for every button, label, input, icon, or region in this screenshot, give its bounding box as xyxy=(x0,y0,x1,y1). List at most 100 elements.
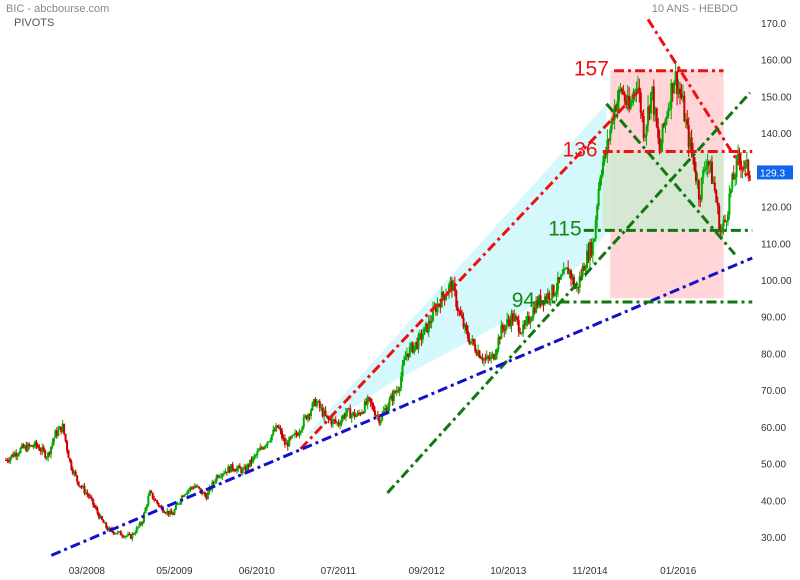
candle-body xyxy=(384,408,387,411)
candle-body xyxy=(328,419,331,421)
candle-body xyxy=(96,508,99,514)
candle-body xyxy=(676,71,679,95)
candle-body xyxy=(73,471,76,474)
candle-body xyxy=(523,324,526,326)
y-axis: 30.00 40.00 50.00 60.00 70.00 80.00 90.00 100.0… xyxy=(761,19,792,544)
candle-body xyxy=(710,161,713,184)
candle-body xyxy=(301,427,304,431)
candle-body xyxy=(459,311,462,316)
candle-body xyxy=(471,338,474,342)
pivot-lines-layer xyxy=(538,69,753,304)
candle-body xyxy=(495,349,498,355)
candle-body xyxy=(87,494,90,497)
candle-body xyxy=(619,88,622,90)
candle-body xyxy=(199,488,202,490)
candle-body xyxy=(570,270,573,280)
candle-body xyxy=(522,324,525,333)
candle-body xyxy=(355,415,358,418)
candle-body xyxy=(299,430,302,433)
candle-body xyxy=(202,492,205,495)
candle-body xyxy=(16,454,19,457)
candle-body xyxy=(189,487,192,490)
x-tick-label: 10/2013 xyxy=(490,566,527,577)
candles-layer xyxy=(5,60,751,542)
candle-body xyxy=(652,86,655,115)
candle-body xyxy=(584,268,587,271)
candle-body xyxy=(456,306,459,311)
candle-body xyxy=(571,276,574,280)
candle-body xyxy=(39,450,42,452)
candle-body xyxy=(346,408,349,413)
candle-body xyxy=(102,519,105,523)
candle-body xyxy=(587,250,590,261)
candle-body xyxy=(468,338,471,344)
candle-body xyxy=(738,153,741,161)
candle-body xyxy=(275,425,278,431)
candle-body xyxy=(564,268,567,270)
blue-support xyxy=(50,256,753,557)
candle-body xyxy=(663,123,666,126)
candle-body xyxy=(513,315,516,322)
candle-body xyxy=(262,448,265,450)
candle-body xyxy=(259,447,262,451)
candle-body xyxy=(204,492,207,496)
candle-body xyxy=(620,88,623,92)
candle-body xyxy=(481,358,484,361)
candle-body xyxy=(629,102,632,110)
candle-body xyxy=(243,467,246,469)
candle-body xyxy=(323,410,326,417)
candle-body xyxy=(525,319,528,326)
candle-body xyxy=(356,412,359,416)
candle-body xyxy=(404,357,407,360)
candle-body xyxy=(241,468,244,473)
candle-body xyxy=(256,451,259,455)
y-tick-label: 100.00 xyxy=(761,276,792,287)
candle-body xyxy=(6,459,9,461)
candle-body xyxy=(510,313,513,327)
candle-body xyxy=(366,397,369,405)
candle-body xyxy=(66,441,69,451)
candle-body xyxy=(151,492,154,499)
candle-body xyxy=(532,307,535,318)
candle-body xyxy=(577,286,580,288)
candle-body xyxy=(617,88,620,101)
candle-body xyxy=(649,92,652,114)
candle-body xyxy=(81,486,84,488)
candle-body xyxy=(95,507,98,509)
candle-body xyxy=(403,359,406,365)
candle-body xyxy=(340,419,343,425)
candle-body xyxy=(15,453,18,457)
last-price-label: 129.3 xyxy=(760,168,785,179)
candle-body xyxy=(572,276,575,288)
candle-body xyxy=(172,514,175,516)
candle-body xyxy=(519,331,522,334)
candle-body xyxy=(673,81,676,94)
candle-body xyxy=(307,414,310,420)
candle-body xyxy=(131,533,134,539)
candle-body xyxy=(339,424,342,426)
x-tick-label: 05/2009 xyxy=(156,566,193,577)
candle-body xyxy=(116,531,119,534)
y-tick-label: 70.00 xyxy=(761,386,786,397)
candle-body xyxy=(154,499,157,501)
candle-body xyxy=(124,536,127,538)
candle-body xyxy=(686,119,689,125)
candle-body xyxy=(462,317,465,328)
candle-body xyxy=(173,509,176,515)
candle-body xyxy=(266,441,269,446)
candle-body xyxy=(20,444,23,448)
candle-body xyxy=(631,99,634,103)
candle-body xyxy=(63,423,66,434)
candle-body xyxy=(51,442,54,447)
y-tick-label: 60.00 xyxy=(761,423,786,434)
candle-body xyxy=(344,412,347,418)
candle-body xyxy=(552,284,555,296)
candle-body xyxy=(42,447,45,451)
candle-body xyxy=(288,437,291,447)
candle-body xyxy=(482,358,485,361)
candle-body xyxy=(68,458,71,462)
candle-body xyxy=(317,401,320,403)
candle-body xyxy=(119,531,122,536)
candle-body xyxy=(314,399,317,407)
candle-body xyxy=(690,137,693,151)
